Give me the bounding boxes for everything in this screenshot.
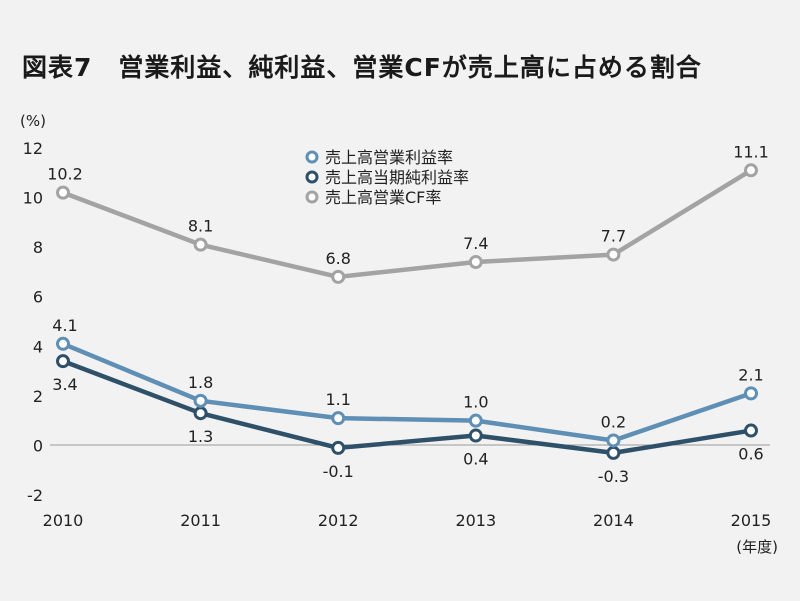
data-point xyxy=(606,247,621,262)
legend-label: 売上高営業利益率 xyxy=(325,148,453,167)
data-point xyxy=(606,433,621,448)
data-point xyxy=(193,393,208,408)
y-tick-label: 0 xyxy=(33,436,43,455)
legend-marker xyxy=(305,170,319,184)
data-label: 10.2 xyxy=(47,165,83,184)
legend-label: 売上高営業CF率 xyxy=(325,188,441,207)
data-point xyxy=(193,406,208,421)
data-label: 6.8 xyxy=(325,249,350,268)
data-point xyxy=(744,386,758,401)
data-point xyxy=(468,255,483,270)
series-1: 4.1 1.8 1.1 1.0 0.2 2.1 xyxy=(52,316,764,448)
series-3: 10.2 8.1 6.8 7.4 7.7 11.1 xyxy=(47,142,769,284)
data-point xyxy=(331,440,346,455)
data-label: 1.3 xyxy=(188,427,213,446)
x-axis-label: (年度) xyxy=(736,538,778,556)
data-point xyxy=(606,445,621,460)
data-point xyxy=(193,237,208,252)
data-label: -0.1 xyxy=(323,462,354,481)
data-point xyxy=(56,354,70,369)
x-tick-label: 2014 xyxy=(593,511,634,530)
y-axis-label: (%) xyxy=(20,112,46,130)
data-point xyxy=(56,336,70,351)
data-label: 1.1 xyxy=(325,390,350,409)
y-tick-label: 12 xyxy=(23,139,43,158)
data-point xyxy=(331,411,346,426)
data-label: -0.3 xyxy=(598,467,629,486)
data-label: 3.4 xyxy=(52,375,77,394)
y-tick-label: 6 xyxy=(33,288,43,307)
x-tick-label: 2015 xyxy=(731,511,772,530)
data-point xyxy=(744,163,758,178)
data-point xyxy=(468,428,483,443)
series-group: 10.2 8.1 6.8 7.4 7.7 11.1 3.4 1.3 -0.1 0.4 -0.3 0.6… xyxy=(47,142,769,486)
x-tick-label: 2013 xyxy=(455,511,496,530)
x-ticks: 2010 2011 2012 2013 2014 2015 xyxy=(43,511,772,530)
y-tick-label: -2 xyxy=(27,486,43,505)
data-point xyxy=(331,269,346,284)
data-label: 7.4 xyxy=(463,234,488,253)
data-label: 0.4 xyxy=(463,450,488,469)
y-tick-label: 4 xyxy=(33,337,43,356)
series-line xyxy=(62,341,752,443)
data-label: 11.1 xyxy=(733,142,769,161)
y-tick-label: 10 xyxy=(23,189,43,208)
legend-label: 売上高当期純利益率 xyxy=(325,168,469,187)
x-tick-label: 2011 xyxy=(180,511,221,530)
data-label: 4.1 xyxy=(52,316,77,335)
data-label: 1.0 xyxy=(463,393,488,412)
y-tick-label: 2 xyxy=(33,387,43,406)
y-tick-label: 8 xyxy=(33,238,43,257)
x-tick-label: 2010 xyxy=(43,511,84,530)
y-ticks: -2 0 2 4 6 8 10 12 xyxy=(23,139,43,505)
data-point xyxy=(56,185,70,200)
legend-marker xyxy=(305,190,319,204)
chart-title: 図表7 営業利益、純利益、営業CFが売上高に占める割合 xyxy=(22,53,702,82)
x-tick-label: 2012 xyxy=(318,511,359,530)
data-label: 8.1 xyxy=(188,217,213,236)
data-label: 0.6 xyxy=(738,445,763,464)
data-point xyxy=(468,413,483,428)
legend-marker xyxy=(305,150,319,164)
series-line xyxy=(62,168,753,280)
series-2: 3.4 1.3 -0.1 0.4 -0.3 0.6 xyxy=(52,354,764,486)
series-line xyxy=(62,359,752,456)
data-label: 2.1 xyxy=(738,365,763,384)
data-label: 1.8 xyxy=(188,373,213,392)
data-label: 7.7 xyxy=(601,227,626,246)
data-point xyxy=(744,423,758,438)
data-label: 0.2 xyxy=(601,412,626,431)
